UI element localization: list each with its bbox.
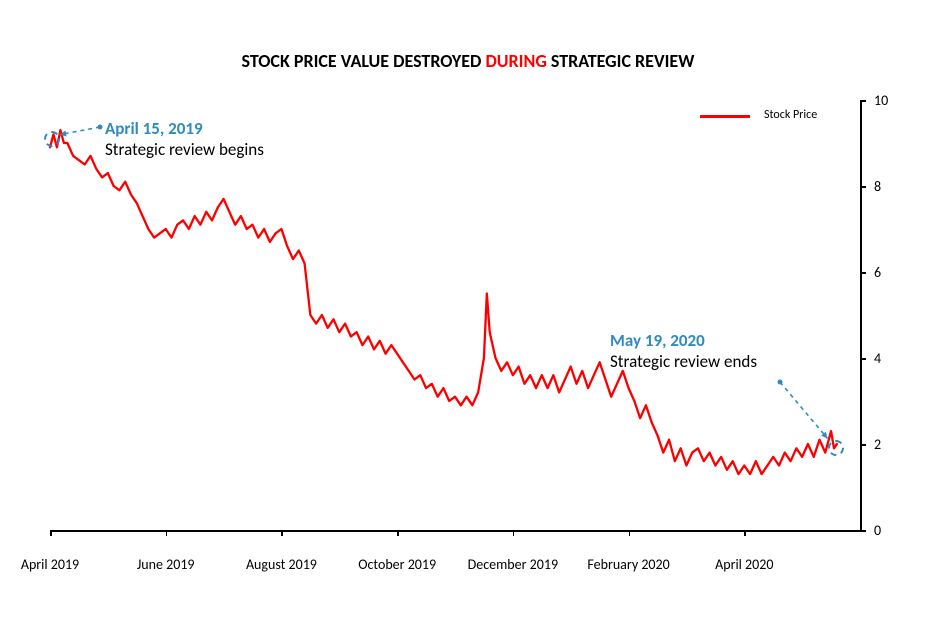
annotation-leader-end [780, 382, 828, 438]
annotation-date: May 19, 2020 [610, 330, 757, 351]
annotation-date: April 15, 2019 [105, 118, 264, 139]
annotation-subtext: Strategic review begins [105, 139, 264, 160]
legend-swatch [700, 115, 750, 118]
annotation-leader-origin-start [98, 125, 103, 130]
legend-label: Stock Price [764, 108, 817, 122]
chart-svg [0, 0, 936, 629]
annotation-start: April 15, 2019Strategic review begins [105, 118, 264, 161]
annotation-marker-start [44, 131, 60, 147]
annotation-subtext: Strategic review ends [610, 351, 757, 372]
annotation-marker-end [828, 440, 844, 456]
annotation-end: May 19, 2020Strategic review ends [610, 330, 757, 373]
stock-price-line [50, 130, 837, 474]
chart-container: { "canvas": { "width": 936, "height": 62… [0, 0, 936, 629]
annotation-leader-origin-end [778, 380, 783, 385]
